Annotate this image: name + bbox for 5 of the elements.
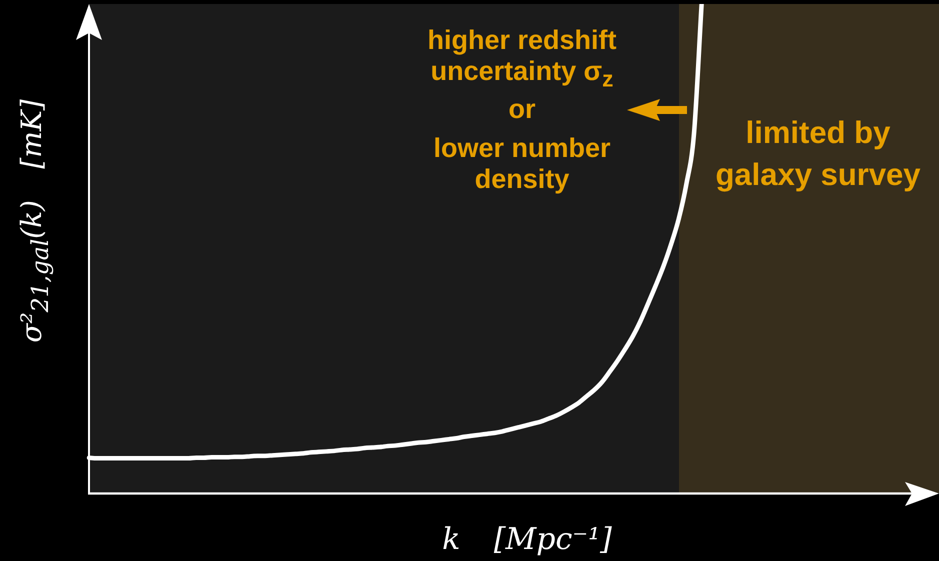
annotation: or (508, 94, 536, 125)
annotation: lower number density (432, 133, 612, 195)
annotation: limited by galaxy survey (714, 114, 922, 194)
annotation: higher redshift uncertainty σ$_{z}$ (426, 25, 618, 94)
x-axis-title: k [Mpc⁻¹] (442, 522, 612, 558)
